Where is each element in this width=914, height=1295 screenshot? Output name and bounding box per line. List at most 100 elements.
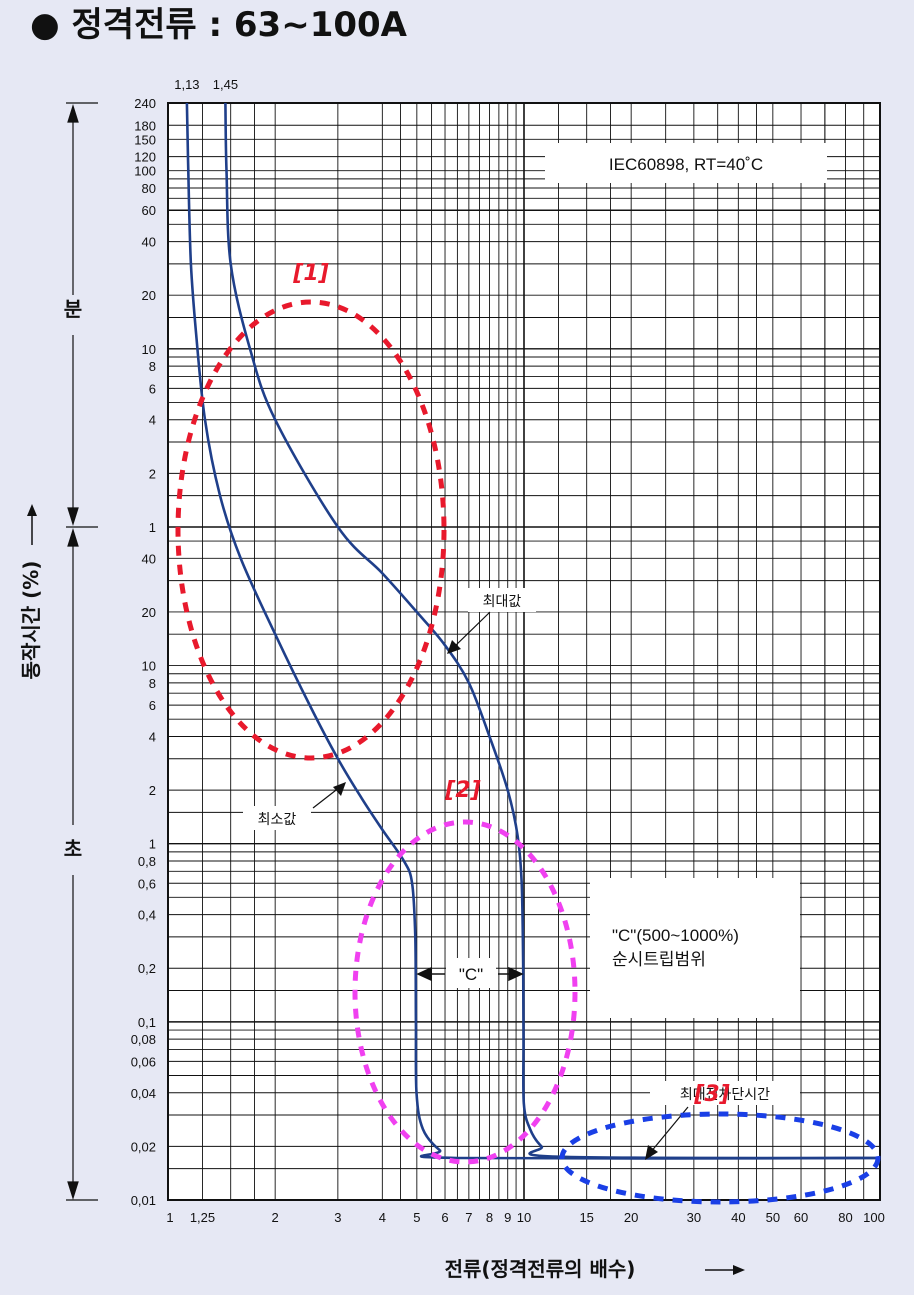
x-tick-label: 9	[504, 1210, 511, 1225]
max-label: 최대값	[483, 594, 522, 610]
marker-3-ellipse	[559, 1111, 881, 1205]
grid	[168, 103, 880, 1200]
x-label-arrow-head	[733, 1265, 745, 1275]
range-note-box	[590, 878, 800, 1018]
y-tick-label: 6	[149, 381, 156, 396]
x-tick-label: 100	[863, 1210, 885, 1225]
max-leader-arrow	[447, 640, 461, 654]
y-tick-label: 0,1	[138, 1015, 156, 1030]
y-tick-label: 60	[142, 203, 156, 218]
max-break-leader-arrow	[645, 1145, 658, 1160]
range-note-line2: 순시트립범위	[612, 950, 706, 969]
y-tick-labels: 0,01 0,02 0,04 0,06 0,08 0,1 0,2 0,4 0,6 0,8 1 2 4 6 8…	[131, 96, 156, 1208]
y-tick-label: 0,04	[131, 1086, 156, 1101]
second-arrow-down-head	[67, 1181, 79, 1201]
y-unit-arrows	[66, 102, 98, 1201]
x-tick-label: 2	[272, 1210, 279, 1225]
min-curve	[185, 102, 881, 1160]
chart-title: ● 정격전류 : 63~100A	[30, 5, 408, 45]
x-tick-label: 50	[766, 1210, 780, 1225]
y-tick-label: 0,02	[131, 1139, 156, 1154]
x-axis-label-arrow	[705, 1265, 745, 1275]
standard-box	[545, 143, 827, 183]
y-tick-label: 8	[149, 676, 156, 691]
x-tick-label: 6	[441, 1210, 448, 1225]
x-tick-label: 40	[731, 1210, 745, 1225]
y-axis-label: 동작시간 (%)	[19, 561, 43, 680]
y-unit-minutes: 분	[64, 297, 82, 321]
y-tick-label: 1	[149, 837, 156, 852]
y-axis-label-arrow	[27, 504, 37, 545]
max-curve	[224, 102, 881, 1160]
marker-2-ellipse	[352, 819, 578, 1165]
y-label-arrow-head	[27, 504, 37, 516]
top-labels: 1,13 1,45	[174, 77, 238, 92]
x-tick-label: 1,25	[190, 1210, 215, 1225]
y-tick-label: 2	[149, 783, 156, 798]
x-tick-labels: 1 1,25 2 3 4 5 6 7 8 9 10 15 20 30 40 50 60 80 100	[166, 1210, 884, 1225]
max-break-label: 최대전차단시간	[680, 1087, 770, 1103]
x-tick-label: 30	[687, 1210, 701, 1225]
x-tick-label: 80	[838, 1210, 852, 1225]
c-span-arrows	[416, 966, 524, 982]
minute-arrow-down-head	[67, 507, 79, 527]
y-tick-label: 0,6	[138, 876, 156, 891]
min-label: 최소값	[258, 812, 297, 828]
standard-box-text: IEC60898, RT=40˚C	[609, 155, 763, 174]
min-label-box	[243, 806, 311, 830]
y-tick-label: 10	[142, 659, 156, 674]
x-axis-label: 전류(정격전류의 배수)	[445, 1257, 636, 1281]
y-tick-label: 40	[142, 551, 156, 566]
y-tick-label: 4	[149, 729, 156, 744]
y-tick-label: 2	[149, 466, 156, 481]
y-tick-label: 150	[134, 132, 156, 147]
x-tick-label: 15	[579, 1210, 593, 1225]
x-tick-label: 1	[166, 1210, 173, 1225]
y-tick-label: 20	[142, 288, 156, 303]
marker-1-ellipse	[175, 299, 447, 761]
y-tick-label: 4	[149, 413, 156, 428]
max-label-box	[468, 588, 536, 612]
y-tick-label: 6	[149, 698, 156, 713]
y-tick-label: 180	[134, 118, 156, 133]
x-tick-label: 8	[486, 1210, 493, 1225]
marker-2-label: [2]	[444, 778, 480, 803]
y-tick-label: 0,4	[138, 908, 156, 923]
y-tick-label: 40	[142, 235, 156, 250]
c-label-box	[446, 958, 496, 988]
y-tick-label: 0,01	[131, 1193, 156, 1208]
y-tick-label: 0,2	[138, 961, 156, 976]
x-tick-label: 4	[379, 1210, 386, 1225]
y-tick-label: 10	[142, 342, 156, 357]
y-tick-label: 8	[149, 359, 156, 374]
y-tick-label: 80	[142, 181, 156, 196]
y-tick-label: 0,08	[131, 1032, 156, 1047]
minute-arrow-up-head	[67, 103, 79, 123]
y-tick-label: 100	[134, 164, 156, 179]
x-tick-label: 7	[465, 1210, 472, 1225]
curves	[185, 102, 881, 1160]
y-unit-seconds: 초	[64, 837, 82, 861]
x-tick-label: 10	[517, 1210, 531, 1225]
c-right-arrow-head	[508, 966, 524, 982]
second-arrow-up-head	[67, 527, 79, 547]
x-tick-label: 20	[624, 1210, 638, 1225]
y-axis-label-group: 동작시간 (%)	[19, 561, 43, 680]
marker-3-label: [3]	[693, 1082, 729, 1107]
c-label: "C"	[459, 965, 483, 984]
y-tick-label: 1	[149, 520, 156, 535]
y-tick-label: 240	[134, 96, 156, 111]
min-leader-line	[312, 786, 341, 809]
x-tick-label: 60	[794, 1210, 808, 1225]
c-left-arrow-head	[416, 966, 432, 982]
y-tick-label: 0,8	[138, 854, 156, 869]
top-label: 1,13	[174, 77, 199, 92]
y-tick-label: 120	[134, 150, 156, 165]
x-tick-label: 5	[413, 1210, 420, 1225]
max-break-label-box	[650, 1081, 800, 1105]
marker-1-label: [1]	[292, 261, 328, 286]
y-tick-label: 0,06	[131, 1054, 156, 1069]
max-leader-line	[452, 611, 491, 649]
top-label: 1,45	[213, 77, 238, 92]
